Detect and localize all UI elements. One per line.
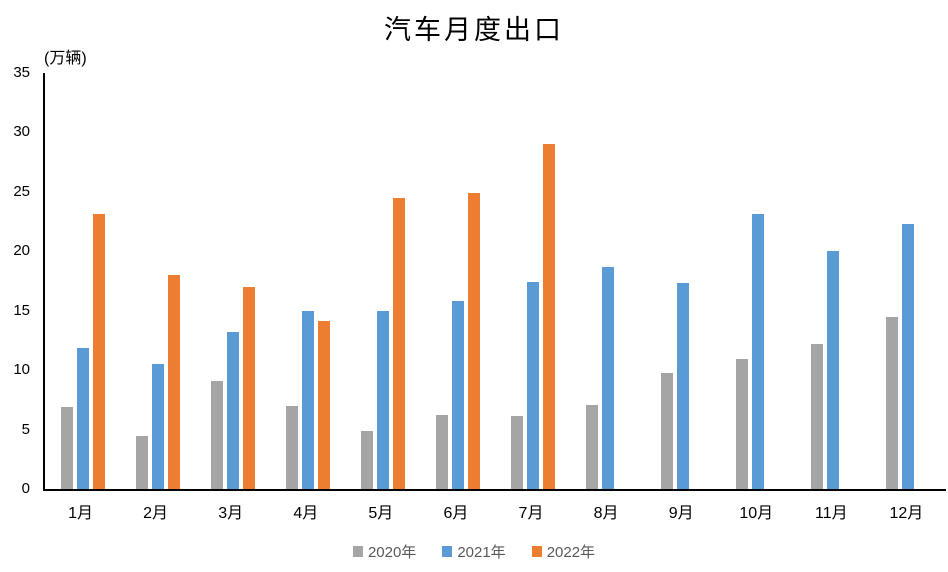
bar-2021年-5月 bbox=[376, 311, 389, 489]
y-tick-label: 35 bbox=[13, 64, 30, 81]
bar-2020年-6月 bbox=[435, 415, 448, 489]
y-tick-label: 25 bbox=[13, 182, 30, 200]
legend-item: 2020年 bbox=[352, 541, 417, 562]
bar-2020年-3月 bbox=[210, 381, 223, 489]
x-axis-labels: 1月 2月 3月 4月 5月 6月 7月 8月 9月 10月 11月 12月 bbox=[43, 499, 944, 523]
x-axis-label: 2月 bbox=[143, 505, 169, 522]
bar-2022年-6月 bbox=[467, 193, 480, 489]
y-tick-label: 30 bbox=[13, 123, 30, 141]
bar-2020年-1月 bbox=[60, 407, 73, 489]
y-tick-label: 15 bbox=[13, 301, 30, 319]
bar-2021年-4月 bbox=[301, 311, 314, 489]
bar-group bbox=[420, 73, 495, 489]
bar-2020年-10月 bbox=[736, 359, 749, 489]
bar-group bbox=[796, 73, 871, 489]
bar-2021年-6月 bbox=[451, 301, 464, 489]
bar-2022年-3月 bbox=[242, 287, 255, 489]
bar-groups bbox=[45, 73, 946, 489]
legend: 2020年 2021年 2022年 bbox=[0, 541, 948, 562]
y-axis-unit-label: (万辆) bbox=[44, 50, 87, 67]
bar-2021年-9月 bbox=[677, 283, 690, 489]
bar-group bbox=[195, 73, 270, 489]
bar-2022年-4月 bbox=[317, 321, 330, 489]
bar-2021年-7月 bbox=[527, 282, 539, 489]
bar-group bbox=[721, 73, 796, 489]
legend-swatch bbox=[442, 546, 453, 557]
bar-2021年-2月 bbox=[151, 364, 164, 489]
x-axis-label: 7月 bbox=[518, 505, 544, 522]
bar-2021年-1月 bbox=[76, 348, 89, 489]
bar-group bbox=[871, 73, 946, 489]
x-axis-label: 8月 bbox=[593, 505, 619, 522]
bar-2022年-7月 bbox=[543, 144, 555, 489]
x-axis-label: 11月 bbox=[815, 505, 848, 522]
x-axis-label: 3月 bbox=[218, 505, 244, 522]
y-tick-label: 0 bbox=[21, 480, 30, 497]
bar-2020年-7月 bbox=[511, 416, 523, 489]
bar-group bbox=[345, 73, 420, 489]
bar-2022年-2月 bbox=[167, 275, 180, 489]
x-axis-label: 1月 bbox=[68, 505, 93, 522]
bar-2021年-11月 bbox=[827, 251, 840, 489]
bar-group bbox=[45, 73, 120, 489]
bar-group bbox=[120, 73, 195, 489]
bar-2022年-1月 bbox=[92, 214, 105, 489]
x-axis-label: 6月 bbox=[443, 505, 469, 522]
y-tick-label: 20 bbox=[13, 242, 30, 260]
y-tick-label: 5 bbox=[21, 420, 30, 438]
bar-group bbox=[646, 73, 721, 489]
bar-2021年-3月 bbox=[226, 332, 239, 489]
bar-2020年-8月 bbox=[586, 405, 599, 489]
legend-item: 2021年 bbox=[442, 541, 506, 562]
chart-title: 汽车月度出口 bbox=[384, 15, 564, 46]
legend-swatch bbox=[531, 546, 542, 557]
x-axis-label: 5月 bbox=[368, 505, 394, 522]
bar-2020年-2月 bbox=[135, 436, 148, 489]
bar-2021年-8月 bbox=[602, 267, 615, 489]
bar-2020年-5月 bbox=[360, 431, 373, 489]
y-axis-ticks: 0 5 10 15 20 25 30 35 bbox=[0, 64, 34, 497]
legend-label: 2020年 bbox=[367, 544, 417, 561]
bar-group bbox=[571, 73, 646, 489]
legend-item: 2022年 bbox=[531, 541, 596, 562]
bar-2022年-5月 bbox=[392, 198, 405, 489]
legend-label: 2022年 bbox=[546, 544, 596, 561]
legend-swatch bbox=[352, 546, 363, 557]
bar-2021年-12月 bbox=[902, 224, 915, 489]
bar-2020年-11月 bbox=[811, 344, 824, 489]
x-axis-label: 10月 bbox=[739, 505, 774, 522]
x-axis-label: 4月 bbox=[293, 505, 319, 522]
bar-2020年-4月 bbox=[285, 406, 298, 489]
legend-label: 2021年 bbox=[457, 544, 506, 561]
bar-2020年-12月 bbox=[886, 317, 899, 489]
bar-group bbox=[495, 73, 570, 489]
bar-2021年-10月 bbox=[752, 214, 765, 489]
x-axis-label: 9月 bbox=[668, 505, 694, 522]
y-tick-label: 10 bbox=[13, 361, 30, 379]
plot-area bbox=[43, 73, 946, 491]
bar-group bbox=[270, 73, 345, 489]
x-axis-label: 12月 bbox=[889, 505, 924, 522]
bar-2020年-9月 bbox=[661, 373, 674, 489]
